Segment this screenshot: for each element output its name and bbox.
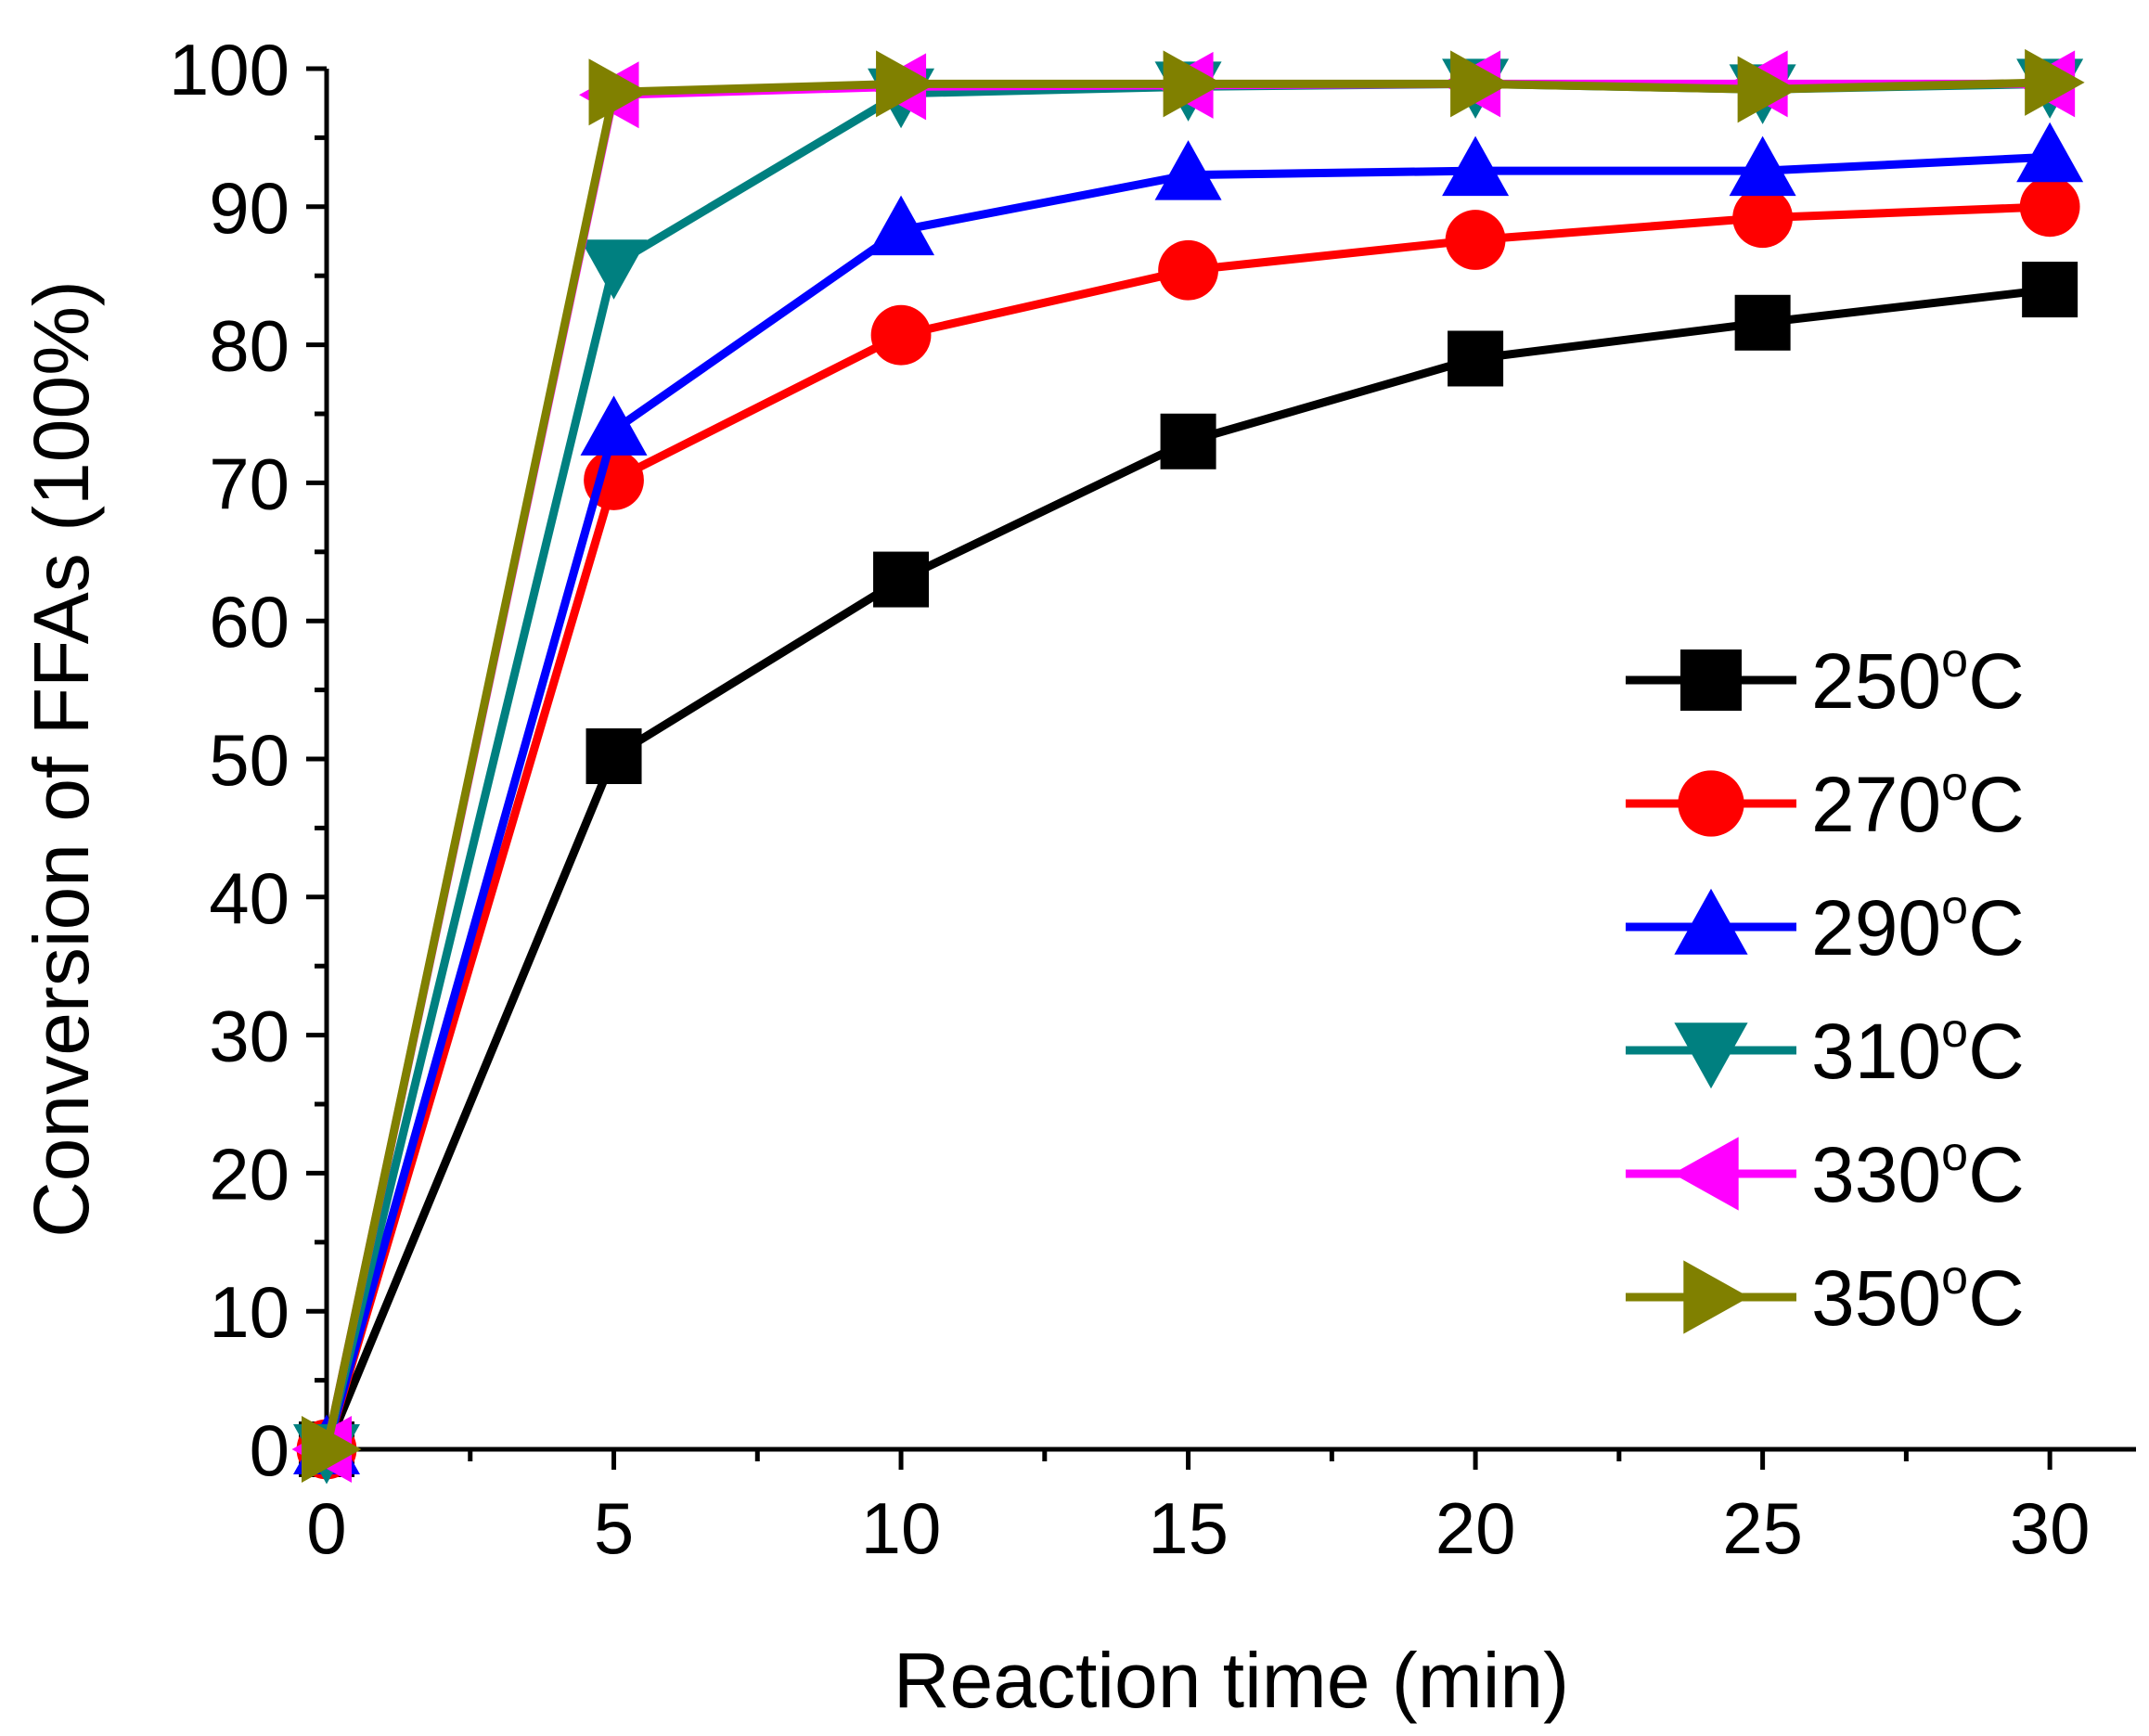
series-layer [291, 48, 2085, 1485]
data-point-350 [2025, 48, 2085, 116]
legend-label: 310oC [1811, 1004, 2025, 1095]
y-tick-label: 0 [250, 1409, 290, 1491]
data-point-310 [580, 239, 648, 300]
x-tick-label: 30 [2010, 1487, 2091, 1569]
data-point-350 [302, 1416, 362, 1483]
series-350 [302, 48, 2085, 1483]
legend-value: 310 [1811, 1008, 1941, 1095]
legend-marker [1680, 649, 1742, 711]
legend-degree: o [1941, 757, 1968, 811]
x-tick-label: 15 [1148, 1487, 1229, 1569]
legend-label: 270oC [1811, 757, 2025, 848]
data-point-250 [2022, 262, 2078, 318]
legend-label: 330oC [1811, 1127, 2025, 1218]
legend-value: 250 [1811, 637, 1941, 725]
y-tick-label: 60 [209, 581, 290, 662]
data-point-350 [1163, 50, 1224, 118]
legend-degree: o [1941, 881, 1968, 934]
y-tick-label: 20 [209, 1133, 290, 1215]
legend-item-330: 330oC [1626, 1127, 2025, 1218]
data-point-270 [1445, 210, 1506, 270]
data-point-270 [2019, 176, 2080, 238]
x-tick-label: 10 [861, 1487, 942, 1569]
y-tick-label: 70 [209, 443, 290, 524]
legend-item-290: 290oC [1626, 881, 2025, 971]
data-point-290 [1729, 135, 1796, 197]
data-point-290 [2016, 122, 2084, 183]
y-tick-label: 100 [169, 29, 290, 110]
x-tick-label: 0 [306, 1487, 346, 1569]
data-point-350 [876, 50, 936, 118]
legend-unit: C [1968, 637, 2025, 725]
y-tick-label: 90 [209, 167, 290, 249]
x-tick-label: 20 [1435, 1487, 1516, 1569]
legend-degree: o [1941, 634, 1968, 688]
y-axis-title: Conversion of FFAs (100%) [18, 280, 105, 1238]
axis-ticks [306, 66, 2052, 1470]
data-point-250 [1448, 330, 1504, 387]
legend-unit: C [1968, 1131, 2025, 1218]
legend-value: 350 [1811, 1254, 1941, 1342]
legend-label: 290oC [1811, 881, 2025, 971]
legend-item-350: 350oC [1626, 1251, 2025, 1342]
data-point-350 [1450, 50, 1511, 118]
data-point-250 [586, 728, 642, 785]
legend-value: 270 [1811, 761, 1941, 848]
legend-degree: o [1941, 1127, 1968, 1181]
legend-value: 290 [1811, 884, 1941, 971]
y-tick-label: 80 [209, 305, 290, 387]
x-tick-label: 25 [1722, 1487, 1803, 1569]
legend-unit: C [1968, 1008, 2025, 1095]
x-tick-label: 5 [594, 1487, 634, 1569]
legend-label: 350oC [1811, 1251, 2025, 1342]
legend-unit: C [1968, 761, 2025, 848]
legend-marker [1678, 770, 1744, 837]
data-point-290 [868, 195, 935, 256]
data-point-250 [873, 551, 930, 608]
legend-degree: o [1941, 1004, 1968, 1058]
legend-marker [1683, 1260, 1750, 1334]
y-tick-label: 40 [209, 857, 290, 939]
data-point-290 [1442, 135, 1510, 197]
y-tick-label: 10 [209, 1271, 290, 1353]
legend-degree: o [1941, 1251, 1968, 1305]
legend-label: 250oC [1811, 634, 2025, 725]
data-point-350 [1737, 56, 1798, 123]
y-tick-label: 50 [209, 719, 290, 801]
legend-unit: C [1968, 1254, 2025, 1342]
tick-labels: 0 5 10 15 20 25 30 0 10 20 30 40 50 60 70 80 90 100 [169, 29, 2091, 1569]
data-point-290 [580, 395, 648, 456]
legend-item-270: 270oC [1626, 757, 2025, 848]
data-point-250 [1160, 413, 1216, 469]
legend-unit: C [1968, 884, 2025, 971]
y-tick-label: 30 [209, 996, 290, 1077]
data-point-250 [1734, 294, 1791, 351]
data-point-270 [1158, 239, 1218, 301]
legend-marker [1674, 1022, 1748, 1089]
legend-marker [1672, 1137, 1739, 1211]
data-point-290 [1154, 140, 1222, 200]
data-point-270 [1732, 187, 1794, 249]
legend-marker [1674, 888, 1748, 955]
data-point-350 [588, 58, 650, 126]
data-point-270 [870, 304, 932, 366]
x-axis-title: Reaction time (min) [894, 1637, 1569, 1724]
legend-item-310: 310oC [1626, 1004, 2025, 1095]
legend-value: 330 [1811, 1131, 1941, 1218]
legend-item-250: 250oC [1626, 634, 2025, 725]
